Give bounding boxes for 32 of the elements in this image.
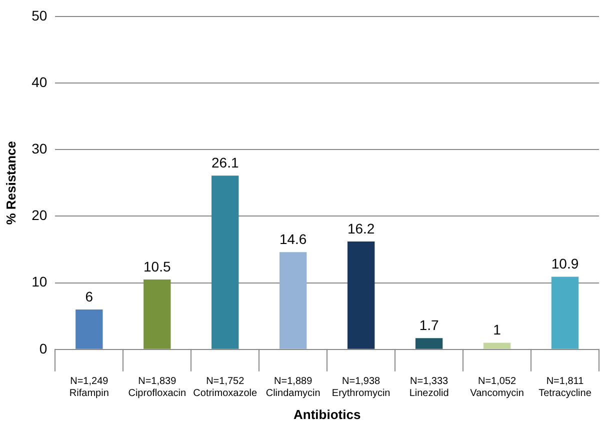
x-tick-label: N=1,752 Cotrimoxazole [193,376,258,400]
bar [144,279,171,349]
data-label: 1 [493,322,502,338]
bar [483,342,511,349]
x-tick-label: N=1,052 Vancomycin [470,376,524,400]
data-label: 26.1 [211,154,239,170]
bar [212,176,239,349]
x-tick-label: N=1,938 Erythromycin [332,376,390,400]
data-label: 16.2 [347,220,375,236]
data-label: 14.6 [279,231,307,248]
data-label: 1.7 [419,316,439,333]
y-tick-label: 10 [32,274,48,290]
x-tick-label: N=1,333 Linezolid [409,376,449,400]
bar [551,276,579,349]
y-tick-label: 20 [32,207,48,224]
y-axis-title: % Resistance [3,140,18,225]
bar [280,252,307,349]
y-tick-label: 30 [32,140,48,156]
x-tick-label: N=1,839 Ciprofloxacin [128,376,186,400]
x-tick-label: N=1,811 Tetracycline [538,376,592,400]
bar [415,338,443,349]
y-tick-label: 50 [32,7,48,24]
data-label: 10.9 [551,256,579,272]
data-label: 10.5 [144,258,171,274]
bar [76,309,103,349]
data-label: 6 [85,288,94,304]
x-tick-label: N=1,889 Clindamycin [266,376,320,400]
y-tick-label: 0 [39,340,48,356]
bar [347,242,375,349]
y-tick-label: 40 [32,74,48,90]
x-axis-title: Antibiotics [294,406,361,422]
x-tick-label: N=1,249 Rifampin [69,376,109,400]
